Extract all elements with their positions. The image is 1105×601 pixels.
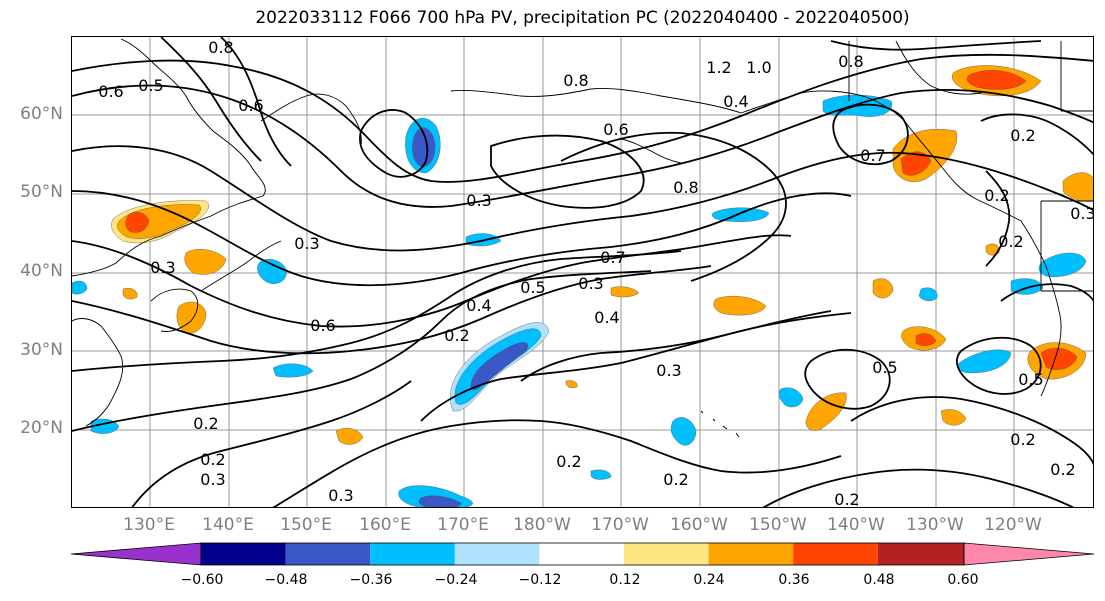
contour-label: 0.5 <box>520 278 545 297</box>
lon-label-150w: 150°W <box>749 515 807 535</box>
contour-label: 0.2 <box>1010 430 1035 449</box>
colorbar-extend-low <box>70 542 202 566</box>
colorbar-tick: −0.48 <box>264 572 308 588</box>
colorbar-tick: 0.36 <box>778 572 810 588</box>
contour-label: 0.3 <box>466 191 491 210</box>
contour-label: 0.6 <box>603 120 628 139</box>
contour-label: 0.2 <box>998 232 1023 251</box>
colorbar-segment <box>454 543 540 565</box>
contour-label: 0.2 <box>834 490 859 508</box>
lon-label-160e: 160°E <box>359 515 411 535</box>
lon-label-180w: 180°W <box>513 515 571 535</box>
contour-label: 0.8 <box>563 71 588 90</box>
colorbar-segment <box>624 543 709 565</box>
colorbar-segment <box>201 543 286 565</box>
contour-label: 0.4 <box>466 296 491 315</box>
colorbar-segment <box>877 543 964 565</box>
contour-label: 0.3 <box>150 258 175 277</box>
map-panel: 0.6 0.5 0.8 0.6 1.2 1.0 0.8 0.8 0.6 0.4 … <box>71 36 1094 508</box>
colorbar-segments <box>70 542 1095 566</box>
colorbar-tick: 0.60 <box>947 572 979 588</box>
graticule <box>72 37 1093 507</box>
contour-label: 1.0 <box>746 58 771 77</box>
colorbar <box>70 542 1095 566</box>
contour-label: 0.2 <box>1050 460 1075 479</box>
colorbar-tick: 0.12 <box>609 572 641 588</box>
lon-label-170w: 170°W <box>591 515 649 535</box>
contour-label: 0.2 <box>200 450 225 469</box>
contour-label: 0.2 <box>444 326 469 345</box>
contour-label: 0.2 <box>663 470 688 489</box>
lat-label-30n: 30°N <box>20 340 63 360</box>
contour-labels: 0.6 0.5 0.8 0.6 1.2 1.0 0.8 0.8 0.6 0.4 … <box>98 38 1094 508</box>
contour-label: 0.4 <box>723 92 748 111</box>
contour-label: 0.4 <box>594 308 619 327</box>
map-svg: 0.6 0.5 0.8 0.6 1.2 1.0 0.8 0.8 0.6 0.4 … <box>72 37 1094 508</box>
contour-label: 0.7 <box>860 146 885 165</box>
lon-label-170e: 170°E <box>437 515 489 535</box>
colorbar-segment <box>370 543 455 565</box>
contour-label: 0.8 <box>208 38 233 57</box>
colorbar-tick: −0.12 <box>518 572 562 588</box>
contour-label: 0.2 <box>1010 126 1035 145</box>
pv-contours <box>72 37 1093 507</box>
contour-label: 0.5 <box>138 76 163 95</box>
lon-label-140w: 140°W <box>827 515 885 535</box>
lon-label-130w: 130°W <box>906 515 964 535</box>
precip-shading <box>72 65 1093 507</box>
contour-label: 0.3 <box>1070 204 1094 223</box>
contour-label: 0.2 <box>556 452 581 471</box>
contour-label: 0.6 <box>98 82 123 101</box>
lon-label-160w: 160°W <box>670 515 728 535</box>
colorbar-segment <box>285 543 371 565</box>
lat-label-60n: 60°N <box>20 104 63 124</box>
figure-title: 2022033112 F066 700 hPa PV, precipitatio… <box>255 8 910 28</box>
contour-label: 0.5 <box>872 358 897 377</box>
lon-label-140e: 140°E <box>202 515 254 535</box>
colorbar-tick: −0.36 <box>349 572 393 588</box>
contour-label: 0.6 <box>310 316 335 335</box>
coastlines <box>72 38 1093 438</box>
colorbar-tick: 0.48 <box>863 572 895 588</box>
colorbar-frame <box>200 542 965 566</box>
lon-label-120w: 120°W <box>984 515 1042 535</box>
contour-label: 0.3 <box>328 486 353 505</box>
contour-label: 0.3 <box>294 234 319 253</box>
contour-label: 0.2 <box>984 186 1009 205</box>
colorbar-tick: 0.24 <box>693 572 725 588</box>
lon-label-150e: 150°E <box>280 515 332 535</box>
colorbar-segment <box>539 543 624 565</box>
colorbar-extend-high <box>963 542 1095 566</box>
contour-label: 0.8 <box>838 52 863 71</box>
contour-label: 0.5 <box>1018 370 1043 389</box>
lon-label-130e: 130°E <box>123 515 175 535</box>
colorbar-tick: −0.24 <box>434 572 478 588</box>
contour-label: 0.6 <box>238 96 263 115</box>
contour-label: 0.3 <box>200 470 225 489</box>
colorbar-segment <box>708 543 794 565</box>
lat-label-20n: 20°N <box>20 418 63 438</box>
colorbar-tick: −0.60 <box>180 572 224 588</box>
contour-label: 0.7 <box>600 248 625 267</box>
contour-label: 0.3 <box>656 361 681 380</box>
contour-label: 0.2 <box>193 414 218 433</box>
lat-label-50n: 50°N <box>20 182 63 202</box>
lat-label-40n: 40°N <box>20 261 63 281</box>
contour-label: 0.3 <box>578 274 603 293</box>
contour-label: 1.2 <box>706 58 731 77</box>
contour-label: 0.8 <box>673 178 698 197</box>
colorbar-segment <box>793 543 878 565</box>
